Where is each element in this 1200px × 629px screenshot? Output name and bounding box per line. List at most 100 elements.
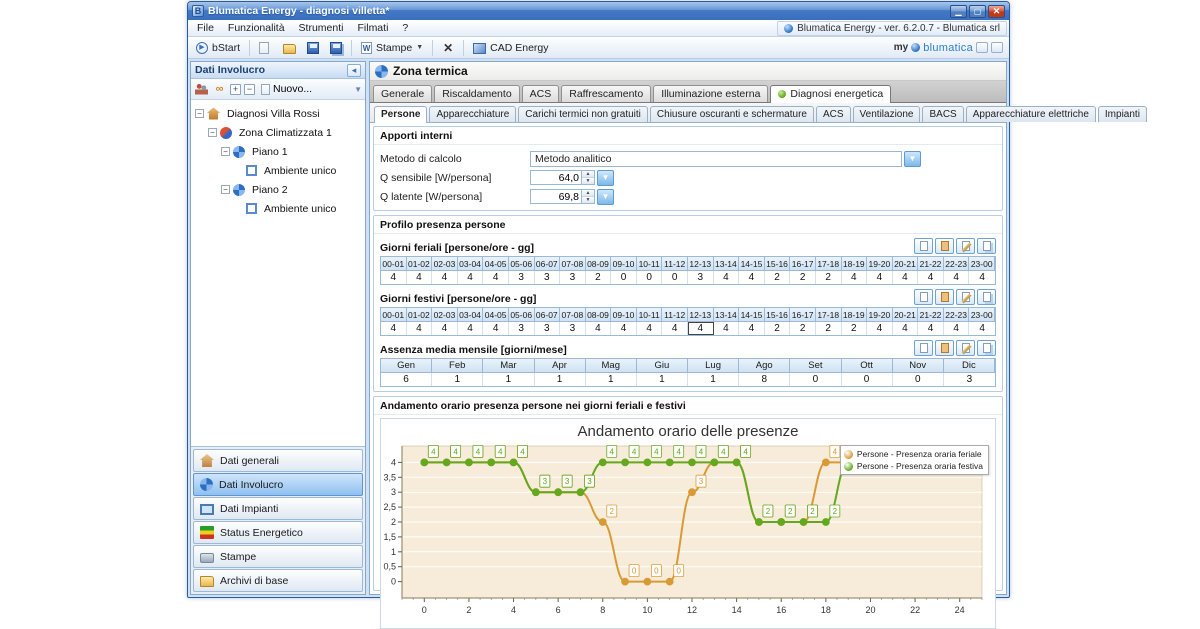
menu-item-strumenti[interactable]: Strumenti (292, 21, 351, 35)
copy-button[interactable] (914, 289, 933, 305)
qlatente-dropdown-button[interactable]: ▼ (597, 189, 614, 205)
tab-raffrescamento[interactable]: Raffrescamento (561, 85, 651, 102)
value-cell[interactable]: 4 (458, 322, 484, 335)
value-cell[interactable]: 2 (842, 322, 868, 335)
subtab-impianti[interactable]: Impianti (1098, 106, 1147, 122)
value-cell[interactable]: 4 (739, 271, 765, 284)
value-cell[interactable]: 4 (893, 271, 919, 284)
open-button[interactable] (279, 41, 300, 55)
subtab-acs[interactable]: ACS (816, 106, 851, 122)
value-cell[interactable]: 4 (918, 322, 944, 335)
value-cell[interactable]: 3 (688, 271, 714, 284)
cad-energy-button[interactable]: CAD Energy (469, 41, 552, 55)
value-cell[interactable]: 4 (688, 322, 714, 335)
value-cell[interactable]: 0 (893, 373, 944, 386)
edit-button[interactable] (956, 238, 975, 254)
value-cell[interactable]: 4 (483, 271, 509, 284)
paste-button[interactable] (935, 289, 954, 305)
menu-item-funzionalit[interactable]: Funzionalità (221, 21, 292, 35)
value-cell[interactable]: 4 (662, 322, 688, 335)
edit-button[interactable] (956, 289, 975, 305)
tree-expander[interactable]: − (208, 128, 217, 137)
sidebar-item-dati-involucro[interactable]: Dati Involucro (193, 473, 363, 496)
value-cell[interactable]: 4 (407, 322, 433, 335)
tree-toolbar-chevron-icon[interactable]: ▼ (354, 85, 362, 94)
new-button[interactable] (255, 41, 276, 55)
save-all-button[interactable] (326, 41, 346, 55)
copy-button[interactable] (914, 238, 933, 254)
collapse-panel-button[interactable]: ◂ (347, 64, 361, 77)
value-cell[interactable]: 1 (637, 373, 688, 386)
stampe-button[interactable]: W Stampe ▼ (357, 41, 427, 55)
subtab-carichi-termici-non-gratuiti[interactable]: Carichi termici non gratuiti (518, 106, 648, 122)
value-cell[interactable]: 0 (611, 271, 637, 284)
subtab-apparecchiature[interactable]: Apparecchiature (429, 106, 516, 122)
tree-item-ambiente-unico[interactable]: Ambiente unico (193, 199, 363, 218)
value-cell[interactable]: 4 (611, 322, 637, 335)
subtab-bacs[interactable]: BACS (922, 106, 963, 122)
profile-icon[interactable] (976, 42, 988, 53)
my-blumatica-logo[interactable]: my blumatica (894, 42, 1005, 54)
metodo-dropdown-button[interactable]: ▼ (904, 151, 921, 167)
menu-item-[interactable]: ? (395, 21, 415, 35)
value-cell[interactable]: 4 (432, 271, 458, 284)
value-cell[interactable]: 1 (432, 373, 483, 386)
qsensibile-input[interactable] (530, 170, 582, 185)
minimize-button[interactable]: ▁ (950, 5, 967, 18)
value-cell[interactable]: 3 (944, 373, 995, 386)
tab-generale[interactable]: Generale (373, 85, 432, 102)
edit-button[interactable] (956, 340, 975, 356)
value-cell[interactable]: 1 (688, 373, 739, 386)
qlatente-input[interactable] (530, 189, 582, 204)
sidebar-item-dati-generali[interactable]: Dati generali (193, 449, 363, 472)
value-cell[interactable]: 3 (535, 322, 561, 335)
value-cell[interactable]: 0 (662, 271, 688, 284)
close-button[interactable]: ✕ (988, 5, 1005, 18)
value-cell[interactable]: 4 (969, 322, 995, 335)
tools-button[interactable]: ✕ (438, 41, 458, 55)
paste-button[interactable] (935, 238, 954, 254)
value-cell[interactable]: 4 (739, 322, 765, 335)
value-cell[interactable]: 0 (842, 373, 893, 386)
value-cell[interactable]: 2 (765, 271, 791, 284)
value-cell[interactable]: 4 (483, 322, 509, 335)
subtab-ventilazione[interactable]: Ventilazione (853, 106, 921, 122)
value-cell[interactable]: 2 (790, 271, 816, 284)
value-cell[interactable]: 1 (535, 373, 586, 386)
sidebar-item-dati-impianti[interactable]: Dati Impianti (193, 497, 363, 520)
tree-item-piano-1[interactable]: −Piano 1 (193, 142, 363, 161)
value-cell[interactable]: 2 (586, 271, 612, 284)
qlatente-spinner[interactable]: ▲▼ (582, 189, 595, 204)
bstart-button[interactable]: ▶ bStart (192, 41, 244, 55)
structure-button[interactable] (194, 82, 209, 97)
value-cell[interactable]: 3 (509, 271, 535, 284)
value-cell[interactable]: 2 (765, 322, 791, 335)
expand-all-button[interactable]: + (230, 84, 241, 95)
value-cell[interactable]: 0 (637, 271, 663, 284)
value-cell[interactable]: 4 (944, 322, 970, 335)
value-cell[interactable]: 4 (637, 322, 663, 335)
menu-item-filmati[interactable]: Filmati (350, 21, 395, 35)
value-cell[interactable]: 3 (560, 271, 586, 284)
tree-item-diagnosi-villa-rossi[interactable]: −Diagnosi Villa Rossi (193, 104, 363, 123)
tab-illuminazione-esterna[interactable]: Illuminazione esterna (653, 85, 768, 102)
tab-riscaldamento[interactable]: Riscaldamento (434, 85, 519, 102)
metodo-combobox[interactable]: Metodo analitico (530, 151, 902, 167)
sidebar-item-archivi-di-base[interactable]: Archivi di base (193, 569, 363, 592)
sidebar-item-stampe[interactable]: Stampe (193, 545, 363, 568)
value-cell[interactable]: 4 (458, 271, 484, 284)
value-cell[interactable]: 4 (842, 271, 868, 284)
save-button[interactable] (303, 41, 323, 55)
tree-expander[interactable]: − (221, 185, 230, 194)
tab-acs[interactable]: ACS (522, 85, 560, 102)
value-cell[interactable]: 4 (893, 322, 919, 335)
qsensibile-spinner[interactable]: ▲▼ (582, 170, 595, 185)
tree-item-piano-2[interactable]: −Piano 2 (193, 180, 363, 199)
duplicate-button[interactable] (977, 289, 996, 305)
value-cell[interactable]: 4 (381, 271, 407, 284)
menu-item-file[interactable]: File (190, 21, 221, 35)
qsensibile-dropdown-button[interactable]: ▼ (597, 170, 614, 186)
value-cell[interactable]: 6 (381, 373, 432, 386)
value-cell[interactable]: 2 (816, 271, 842, 284)
sidebar-item-status-energetico[interactable]: Status Energetico (193, 521, 363, 544)
